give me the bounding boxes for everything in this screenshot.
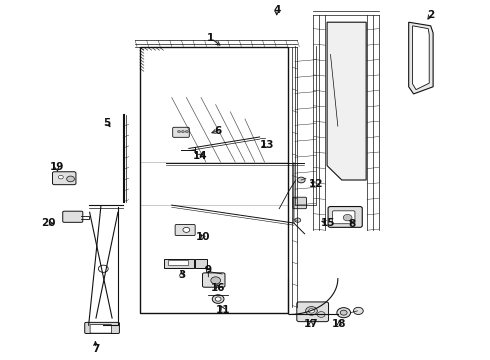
Text: 17: 17 (304, 319, 318, 329)
Text: 1: 1 (207, 33, 215, 43)
Circle shape (98, 265, 108, 273)
Text: 3: 3 (178, 270, 185, 280)
Polygon shape (409, 22, 433, 94)
Bar (195, 258, 207, 267)
Text: 2: 2 (427, 10, 434, 20)
Text: 10: 10 (196, 232, 211, 242)
Text: 19: 19 (49, 162, 64, 172)
Circle shape (177, 131, 180, 133)
FancyBboxPatch shape (202, 273, 225, 287)
Text: 12: 12 (309, 179, 323, 189)
Text: 15: 15 (321, 218, 335, 228)
Text: 4: 4 (273, 5, 280, 15)
FancyBboxPatch shape (297, 302, 329, 321)
Text: 6: 6 (215, 126, 222, 135)
Circle shape (340, 310, 347, 315)
Circle shape (181, 131, 184, 133)
FancyBboxPatch shape (332, 211, 355, 224)
Circle shape (185, 131, 188, 133)
Circle shape (309, 309, 315, 313)
FancyBboxPatch shape (172, 127, 189, 137)
Circle shape (211, 277, 220, 284)
Circle shape (58, 175, 63, 179)
Polygon shape (140, 47, 288, 313)
Circle shape (318, 312, 325, 318)
Text: 14: 14 (193, 150, 207, 161)
Circle shape (353, 307, 363, 315)
Text: 5: 5 (103, 118, 111, 128)
Circle shape (67, 176, 74, 182)
Circle shape (183, 227, 190, 232)
FancyBboxPatch shape (52, 172, 76, 185)
Text: 8: 8 (349, 219, 356, 229)
Bar (164, 258, 194, 267)
Circle shape (212, 295, 224, 303)
FancyBboxPatch shape (293, 197, 307, 209)
Text: 20: 20 (41, 218, 56, 228)
Text: 18: 18 (332, 319, 346, 329)
Text: 9: 9 (205, 265, 212, 275)
Bar (168, 260, 188, 265)
Polygon shape (413, 26, 429, 90)
Circle shape (337, 308, 350, 318)
Text: 13: 13 (260, 140, 274, 150)
Circle shape (295, 218, 301, 222)
Text: 16: 16 (211, 283, 225, 293)
FancyBboxPatch shape (63, 211, 83, 222)
Circle shape (215, 297, 221, 301)
FancyBboxPatch shape (175, 225, 195, 235)
Polygon shape (327, 22, 366, 180)
Circle shape (297, 177, 305, 183)
Circle shape (306, 307, 318, 315)
Text: 11: 11 (216, 305, 230, 315)
Text: 7: 7 (92, 343, 99, 354)
FancyBboxPatch shape (328, 207, 362, 227)
FancyBboxPatch shape (90, 324, 112, 333)
Circle shape (343, 215, 352, 221)
FancyBboxPatch shape (85, 322, 120, 333)
